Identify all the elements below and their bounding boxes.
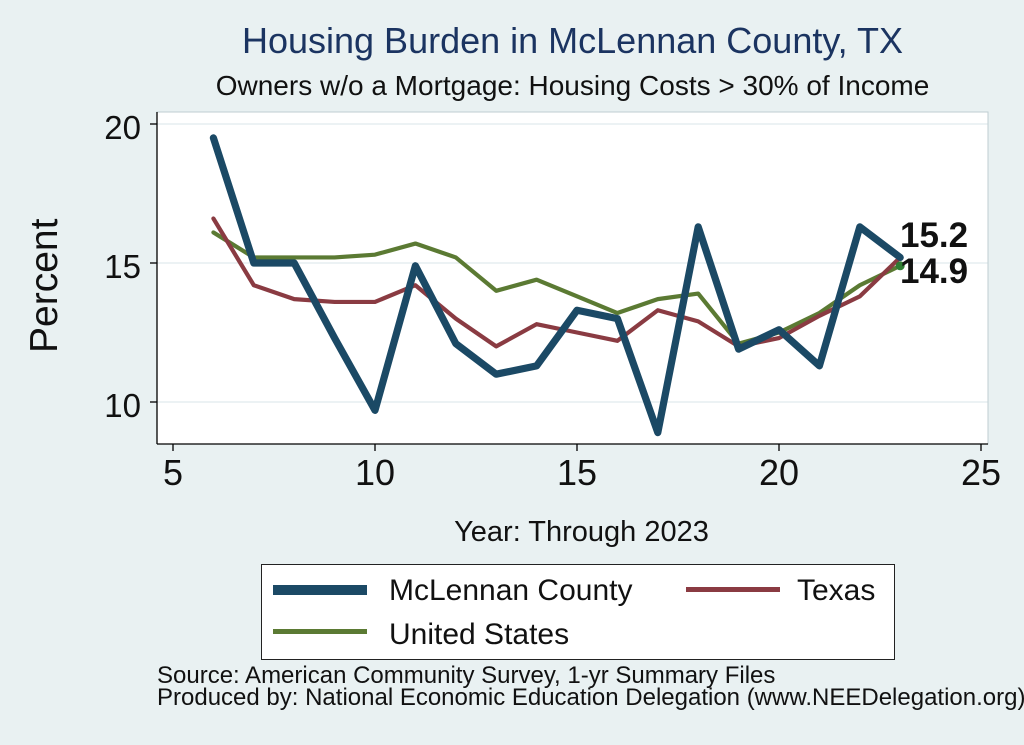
svg-text:5: 5 <box>163 452 183 493</box>
svg-text:20: 20 <box>759 452 799 493</box>
svg-text:15: 15 <box>104 248 141 285</box>
svg-text:25: 25 <box>961 452 1001 493</box>
svg-text:20: 20 <box>104 109 141 146</box>
svg-text:15: 15 <box>557 452 597 493</box>
svg-text:10: 10 <box>104 387 141 424</box>
svg-text:10: 10 <box>355 452 395 493</box>
